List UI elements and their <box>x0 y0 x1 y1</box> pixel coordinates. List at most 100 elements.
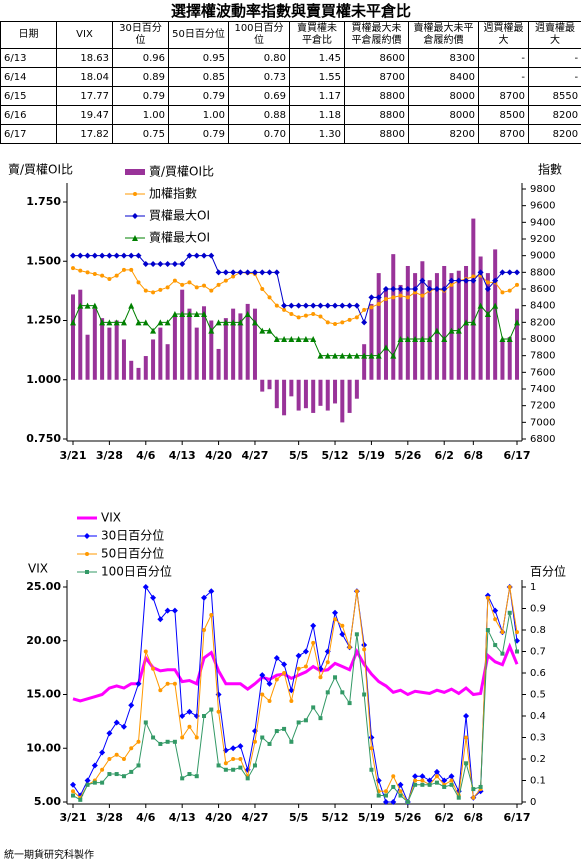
marker <box>426 336 433 342</box>
marker <box>238 757 243 761</box>
column-header: 賣權最大未平倉履約價 <box>408 21 479 49</box>
marker <box>303 664 308 669</box>
x-tick-label: 6/17 <box>504 449 531 462</box>
column-header: 30日百分位 <box>112 21 169 49</box>
marker <box>382 799 389 805</box>
marker <box>251 319 258 326</box>
marker <box>193 252 200 259</box>
marker <box>150 327 157 334</box>
y2-tick-label: 7000 <box>530 417 555 428</box>
table-row: 6/13 18.63 0.96 0.95 0.80 1.45 8600 8300- - <box>0 48 581 68</box>
marker <box>282 726 287 731</box>
marker <box>340 320 345 325</box>
marker <box>223 767 228 772</box>
marker <box>133 192 137 196</box>
marker <box>216 282 221 287</box>
marker <box>515 282 519 287</box>
marker <box>362 307 367 312</box>
marker <box>332 302 339 309</box>
marker <box>135 319 142 326</box>
legend-label: 賣權最大OI <box>149 230 210 245</box>
y-axis-label: VIX <box>28 562 48 576</box>
bar <box>347 379 352 413</box>
marker <box>477 302 484 309</box>
marker <box>193 311 200 317</box>
marker <box>353 352 360 359</box>
legend-label: VIX <box>101 511 121 525</box>
bar <box>420 261 425 380</box>
marker <box>295 336 302 342</box>
marker <box>390 799 397 805</box>
x-tick-label: 3/28 <box>96 449 123 462</box>
marker <box>398 793 403 798</box>
marker <box>231 757 236 761</box>
bar <box>398 284 403 380</box>
y-tick-label: 5.00 <box>34 795 61 808</box>
marker <box>113 319 120 326</box>
marker <box>180 282 185 287</box>
marker <box>259 269 266 276</box>
marker <box>419 336 426 342</box>
marker <box>215 691 222 698</box>
marker <box>506 269 513 276</box>
marker <box>420 293 425 298</box>
y2-tick-label: 9800 <box>530 184 555 195</box>
marker <box>346 302 353 309</box>
marker <box>412 336 419 342</box>
marker <box>259 672 266 679</box>
marker <box>302 336 309 342</box>
marker <box>128 702 135 709</box>
marker <box>230 269 237 276</box>
bar <box>369 303 374 380</box>
column-header: 週買權最大 <box>478 21 529 49</box>
bar <box>231 308 236 380</box>
y2-tick-label: 7200 <box>530 401 555 412</box>
marker <box>382 344 389 351</box>
marker <box>99 749 106 756</box>
x-tick-label: 4/27 <box>241 449 268 462</box>
marker <box>106 319 113 326</box>
marker <box>471 787 476 792</box>
marker <box>194 774 199 779</box>
marker <box>121 267 126 272</box>
marker <box>216 763 221 768</box>
marker <box>237 319 244 326</box>
legend-label: 50日百分位 <box>101 546 164 561</box>
marker <box>237 269 244 276</box>
marker <box>202 628 207 632</box>
marker <box>515 649 519 654</box>
marker <box>383 297 388 301</box>
x-tick-label: 6/8 <box>464 811 483 824</box>
marker <box>84 302 91 309</box>
marker <box>499 269 506 276</box>
marker <box>251 728 258 735</box>
bar <box>245 303 250 380</box>
marker <box>391 784 396 789</box>
marker <box>151 735 156 740</box>
bar <box>209 320 214 380</box>
x-tick-label: 4/13 <box>169 811 196 824</box>
bar <box>311 379 316 413</box>
marker <box>231 274 236 279</box>
marker <box>514 269 520 276</box>
marker <box>209 612 214 617</box>
x-tick-label: 5/12 <box>322 449 349 462</box>
y-tick-label: 10.00 <box>26 741 61 754</box>
marker <box>260 735 265 740</box>
marker <box>259 327 266 334</box>
marker <box>333 617 338 622</box>
bar <box>71 294 75 380</box>
x-tick-label: 4/6 <box>136 449 156 462</box>
bar <box>252 308 257 380</box>
marker <box>405 800 410 804</box>
marker <box>114 273 119 278</box>
marker <box>296 720 301 725</box>
marker <box>193 713 200 719</box>
bar <box>143 356 148 380</box>
x-tick-label: 3/28 <box>96 811 123 824</box>
marker <box>318 314 323 319</box>
marker <box>448 277 455 284</box>
x-tick-label: 5/19 <box>358 449 385 462</box>
marker <box>208 588 215 595</box>
